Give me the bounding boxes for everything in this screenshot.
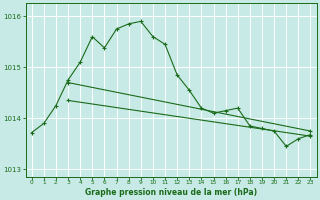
X-axis label: Graphe pression niveau de la mer (hPa): Graphe pression niveau de la mer (hPa): [85, 188, 257, 197]
